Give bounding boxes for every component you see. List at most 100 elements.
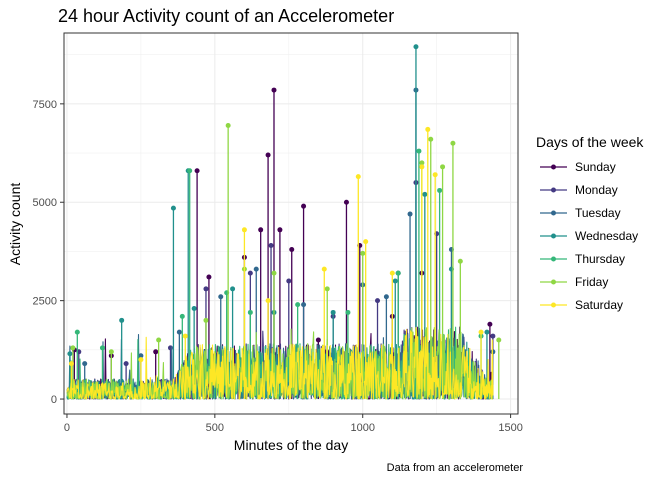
legend-key-point <box>551 302 556 308</box>
y-tick-label: 2500 <box>33 296 57 308</box>
data-point <box>218 294 224 300</box>
data-point <box>345 309 351 315</box>
data-point <box>330 309 336 315</box>
data-point <box>241 227 247 233</box>
legend-item-thursday: Thursday <box>540 252 625 266</box>
chart-caption: Data from an accelerometer <box>387 462 524 474</box>
data-point <box>74 329 80 335</box>
data-point <box>203 286 209 292</box>
series-layer <box>66 44 502 400</box>
data-point <box>156 337 162 343</box>
data-point <box>324 286 330 292</box>
data-point <box>203 317 209 323</box>
y-tick-label: 0 <box>51 394 57 406</box>
data-point <box>138 357 144 363</box>
x-axis-title: Minutes of the day <box>234 437 348 453</box>
data-point <box>194 168 200 174</box>
legend-label: Wednesday <box>575 229 638 243</box>
legend-title: Days of the week <box>536 134 644 150</box>
legend-item-tuesday: Tuesday <box>540 206 621 220</box>
data-point <box>432 172 438 178</box>
data-point <box>265 152 271 158</box>
data-point <box>315 337 321 343</box>
data-point <box>277 227 283 233</box>
data-point <box>191 306 197 312</box>
data-point <box>247 270 253 276</box>
x-tick-label: 0 <box>64 422 70 434</box>
data-point <box>271 270 277 276</box>
data-point <box>258 227 264 233</box>
data-point <box>206 274 212 280</box>
data-point <box>179 313 185 319</box>
legend-key-point <box>551 187 556 193</box>
data-point <box>108 349 114 355</box>
data-point <box>363 239 369 245</box>
data-point <box>301 302 307 308</box>
x-tick-label: 1500 <box>498 422 522 434</box>
legend-key-point <box>551 233 556 239</box>
data-point <box>67 351 73 357</box>
panel-border <box>63 32 519 415</box>
plot-panel <box>63 32 519 415</box>
legend-label: Monday <box>575 183 618 197</box>
data-point <box>389 270 395 276</box>
legend-key-point <box>551 210 556 216</box>
data-point <box>138 353 144 359</box>
legend-key-point <box>551 164 556 170</box>
y-axis: 0 2500 5000 7500 <box>33 99 64 406</box>
data-point <box>68 361 74 367</box>
y-axis-title: Activity count <box>7 183 23 266</box>
legend-item-monday: Monday <box>540 183 618 197</box>
data-point <box>225 122 231 128</box>
data-point <box>301 203 307 209</box>
legend-item-wednesday: Wednesday <box>540 229 638 243</box>
legend-key-point <box>551 256 556 262</box>
data-point <box>422 191 428 197</box>
y-tick-label: 7500 <box>33 99 57 111</box>
series-saturday <box>66 126 494 400</box>
data-point <box>425 126 431 132</box>
data-point <box>496 337 502 343</box>
legend: Days of the week Sunday Monday Tuesday Wedn… <box>536 134 644 312</box>
data-point <box>187 168 193 174</box>
data-point <box>428 136 434 142</box>
data-point <box>99 345 105 351</box>
x-tick-label: 500 <box>206 422 224 434</box>
legend-label: Saturday <box>575 298 623 312</box>
x-tick-label: 1000 <box>350 422 374 434</box>
data-point <box>478 329 484 335</box>
data-point <box>123 361 129 367</box>
legend-label: Tuesday <box>575 206 621 220</box>
data-point <box>440 164 446 170</box>
data-point <box>119 317 125 323</box>
data-point <box>490 333 496 339</box>
data-point <box>413 44 419 50</box>
data-point <box>82 361 88 367</box>
legend-item-friday: Friday <box>540 275 608 289</box>
legend-key-point <box>551 279 556 285</box>
data-point <box>419 160 425 166</box>
legend-label: Friday <box>575 275 608 289</box>
data-point <box>360 250 366 256</box>
data-point <box>375 298 381 304</box>
data-point <box>383 294 389 300</box>
data-point <box>182 333 188 339</box>
legend-label: Sunday <box>575 160 616 174</box>
data-point <box>295 302 301 308</box>
data-point <box>484 329 490 335</box>
data-point <box>343 199 349 205</box>
data-point <box>70 345 76 351</box>
data-point <box>289 246 295 252</box>
data-point <box>355 174 361 180</box>
data-point <box>321 266 327 272</box>
legend-label: Thursday <box>575 252 625 266</box>
data-point <box>487 321 493 327</box>
data-point <box>457 258 463 264</box>
data-point <box>407 211 413 217</box>
data-point <box>247 309 253 315</box>
data-point <box>416 148 422 154</box>
data-point <box>395 270 401 276</box>
data-point <box>265 298 271 304</box>
legend-item-saturday: Saturday <box>540 298 623 312</box>
